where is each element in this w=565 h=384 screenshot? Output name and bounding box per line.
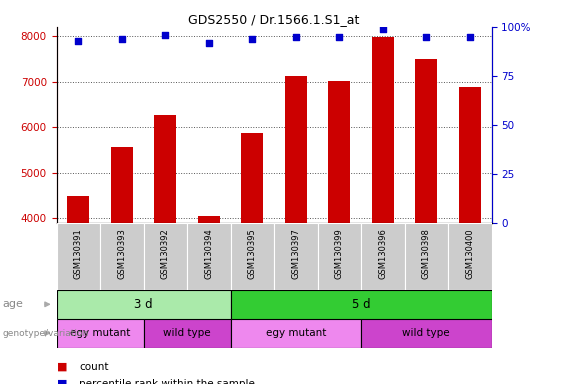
Bar xyxy=(285,76,307,223)
Bar xyxy=(448,223,492,290)
Point xyxy=(73,38,82,44)
Text: ■: ■ xyxy=(56,379,67,384)
Text: GSM130399: GSM130399 xyxy=(335,228,344,279)
Bar xyxy=(231,223,274,290)
Point xyxy=(247,36,257,42)
Bar xyxy=(231,319,361,348)
Text: wild type: wild type xyxy=(402,328,450,338)
Bar xyxy=(318,223,361,290)
Point xyxy=(421,34,431,40)
Text: count: count xyxy=(79,362,108,372)
Text: ■: ■ xyxy=(56,362,67,372)
Text: GSM130400: GSM130400 xyxy=(466,228,474,279)
Text: GSM130397: GSM130397 xyxy=(292,228,300,279)
Point xyxy=(118,36,127,42)
Text: percentile rank within the sample: percentile rank within the sample xyxy=(79,379,255,384)
Text: age: age xyxy=(3,299,24,310)
Bar xyxy=(154,115,176,223)
Text: 3 d: 3 d xyxy=(134,298,153,311)
Bar xyxy=(372,37,394,223)
Text: 5 d: 5 d xyxy=(352,298,370,311)
Text: GSM130394: GSM130394 xyxy=(205,228,213,279)
Text: genotype/variation: genotype/variation xyxy=(3,329,89,338)
Text: GSM130395: GSM130395 xyxy=(248,228,257,279)
Bar xyxy=(56,223,100,290)
Bar xyxy=(459,88,481,223)
Bar xyxy=(111,147,133,223)
Bar xyxy=(405,223,448,290)
Bar xyxy=(361,319,492,348)
Bar xyxy=(328,81,350,223)
Point xyxy=(334,34,344,40)
Bar xyxy=(241,133,263,223)
Bar xyxy=(415,59,437,223)
Point xyxy=(292,34,301,40)
Text: GSM130393: GSM130393 xyxy=(118,228,126,279)
Text: GSM130396: GSM130396 xyxy=(379,228,387,279)
Bar xyxy=(100,223,144,290)
Point xyxy=(379,26,388,32)
Bar xyxy=(231,290,492,319)
Bar xyxy=(144,319,231,348)
Point xyxy=(160,31,170,38)
Text: egy mutant: egy mutant xyxy=(70,328,130,338)
Bar xyxy=(198,216,220,223)
Title: GDS2550 / Dr.1566.1.S1_at: GDS2550 / Dr.1566.1.S1_at xyxy=(188,13,360,26)
Text: GSM130392: GSM130392 xyxy=(161,228,169,279)
Bar xyxy=(274,223,318,290)
Point xyxy=(466,34,475,40)
Bar xyxy=(67,196,89,223)
Bar xyxy=(56,290,231,319)
Point xyxy=(205,40,214,46)
Bar xyxy=(144,223,187,290)
Text: egy mutant: egy mutant xyxy=(266,328,326,338)
Bar xyxy=(361,223,405,290)
Text: wild type: wild type xyxy=(163,328,211,338)
Text: GSM130391: GSM130391 xyxy=(74,228,82,279)
Bar xyxy=(56,319,144,348)
Bar xyxy=(187,223,231,290)
Text: GSM130398: GSM130398 xyxy=(422,228,431,279)
